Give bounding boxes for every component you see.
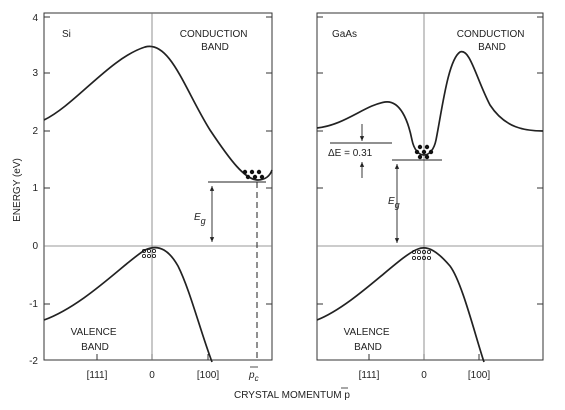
gaas-delta-e-label: ΔE = 0.31 [328,148,373,159]
y-ticks: 4 3 2 1 0 -1 -2 [29,13,38,367]
gaas-eg-label: Eg [388,196,400,210]
gaas-panel: GaAs CONDUCTION BAND VALENCE BAND [316,12,544,381]
gaas-x-tick-label: [111] [359,370,380,381]
y-tick-label: 4 [32,13,38,24]
gaas-holes [411,249,431,260]
si-x-tick-label: 0 [149,370,155,381]
gaas-material-label: GaAs [332,29,357,40]
gaas-valence-label: VALENCE BAND [344,327,393,353]
si-holes [141,248,156,258]
si-panel-frame [43,12,273,361]
y-tick-label: 3 [32,68,38,79]
si-eg-label: Eg [194,212,206,226]
y-tick-label: -2 [29,356,38,367]
x-axis-label: CRYSTAL MOMENTUM p [234,390,350,401]
si-x-tick-label: [100] [197,370,219,381]
si-pc-label: pc [248,366,259,383]
gaas-tick-marks [317,16,543,360]
si-conduction-label: CONDUCTION BAND [180,29,251,53]
gaas-conduction-band-curve [316,51,544,156]
si-x-tick-label: [111] [87,370,108,381]
gaas-x-tick-label: 0 [421,370,427,381]
gaas-valence-band-curve [316,247,485,363]
gaas-electrons [414,144,434,160]
svg-text:pc: pc [248,370,259,383]
gaas-panel-frame [316,12,544,361]
si-valence-label: VALENCE BAND [71,327,120,353]
si-electrons [242,169,265,180]
si-panel: Si CONDUCTION BAND VALENCE BAND Eg [43,12,273,383]
si-conduction-band-curve [43,45,273,181]
si-material-label: Si [62,29,71,40]
gaas-conduction-label: CONDUCTION BAND [457,29,528,53]
x-axis-label-group: CRYSTAL MOMENTUM p [234,387,350,401]
si-valence-band-curve [43,246,213,363]
y-tick-label: 0 [32,241,38,252]
gaas-x-tick-label: [100] [468,370,490,381]
y-tick-label: 1 [32,183,38,194]
y-axis-label: ENERGY (eV) [12,158,23,222]
y-tick-label: -1 [29,299,38,310]
si-tick-marks [44,16,272,360]
y-tick-label: 2 [32,126,38,137]
